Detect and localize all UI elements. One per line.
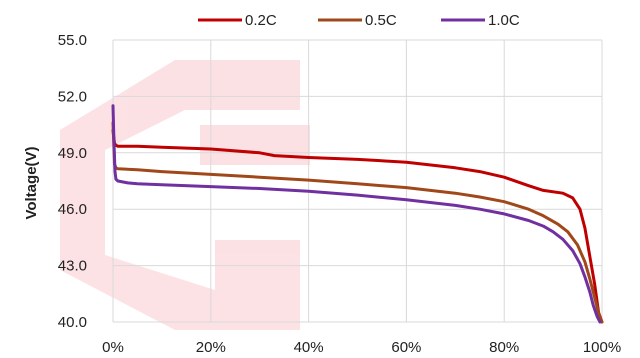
legend-label: 1.0C <box>488 12 520 29</box>
logo-watermark-shape <box>60 60 300 330</box>
y-tick-label: 46.0 <box>58 201 87 218</box>
x-tick-label: 40% <box>294 339 324 356</box>
y-axis-ticks: 40.0 43.0 46.0 49.0 52.0 55.0 <box>58 32 87 331</box>
legend: 0.2C 0.5C 1.0C <box>198 12 520 29</box>
logo-watermark-bar <box>200 125 310 165</box>
x-axis-ticks: 0% 20% 40% 60% 80% 100% <box>102 339 621 356</box>
x-tick-label: 80% <box>489 339 519 356</box>
y-tick-label: 49.0 <box>58 145 87 162</box>
x-tick-label: 20% <box>196 339 226 356</box>
x-tick-label: 60% <box>391 339 421 356</box>
series-line-0-2c <box>111 128 604 324</box>
series-line-1-0c <box>111 104 602 324</box>
y-tick-label: 40.0 <box>58 314 87 331</box>
legend-label: 0.2C <box>245 12 277 29</box>
series-lines <box>111 104 604 324</box>
y-axis-label: Voltage(V) <box>23 146 40 219</box>
y-tick-label: 55.0 <box>58 32 87 49</box>
logo-watermark <box>60 60 310 330</box>
legend-label: 0.5C <box>365 12 397 29</box>
x-tick-label: 0% <box>102 339 124 356</box>
y-tick-label: 52.0 <box>58 88 87 105</box>
series-line-0-5c <box>111 121 604 324</box>
gridlines <box>112 39 603 323</box>
x-tick-label: 100% <box>583 339 621 356</box>
y-tick-label: 43.0 <box>58 258 87 275</box>
